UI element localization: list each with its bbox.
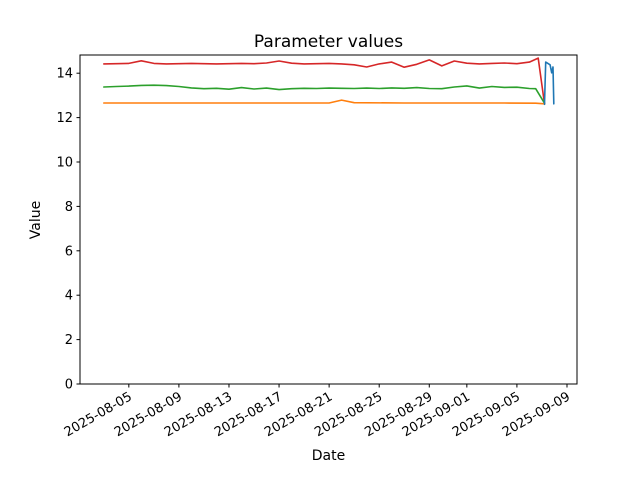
- x-axis-label: Date: [311, 448, 346, 464]
- y-tick-label: 10: [56, 156, 73, 171]
- series-param-4-line: [543, 61, 555, 106]
- plot-spines: [79, 54, 578, 385]
- chart-title: Parameter values: [253, 32, 404, 52]
- series-param-1-line: [103, 57, 546, 105]
- y-tick-label: 4: [65, 289, 73, 304]
- series-param-3-line: [103, 99, 546, 105]
- y-tick-label: 14: [56, 67, 73, 82]
- y-tick-label: 0: [65, 378, 73, 393]
- series-param-2-line: [103, 84, 546, 104]
- y-tick-label: 6: [65, 244, 73, 259]
- y-tick-label: 2: [65, 333, 73, 348]
- y-tick-label: 8: [65, 200, 73, 215]
- y-tick-label: 12: [56, 111, 73, 126]
